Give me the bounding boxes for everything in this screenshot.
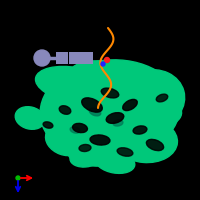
Ellipse shape: [35, 66, 115, 104]
Ellipse shape: [113, 117, 177, 163]
Circle shape: [101, 62, 105, 66]
Ellipse shape: [43, 122, 53, 128]
Ellipse shape: [90, 135, 110, 145]
Circle shape: [16, 176, 20, 180]
Ellipse shape: [70, 149, 100, 167]
Ellipse shape: [40, 60, 180, 160]
Ellipse shape: [89, 108, 101, 116]
Ellipse shape: [146, 139, 164, 151]
Ellipse shape: [68, 130, 142, 166]
Ellipse shape: [70, 127, 80, 133]
Ellipse shape: [106, 113, 124, 123]
FancyBboxPatch shape: [80, 51, 92, 64]
Circle shape: [104, 58, 110, 62]
Ellipse shape: [79, 144, 91, 152]
Ellipse shape: [117, 148, 133, 156]
Ellipse shape: [46, 124, 84, 156]
Ellipse shape: [95, 151, 135, 173]
Ellipse shape: [123, 99, 137, 111]
FancyBboxPatch shape: [56, 51, 68, 64]
FancyBboxPatch shape: [68, 51, 80, 64]
Ellipse shape: [154, 104, 182, 126]
Ellipse shape: [101, 88, 119, 98]
Ellipse shape: [73, 123, 87, 133]
Ellipse shape: [59, 106, 71, 114]
Ellipse shape: [113, 120, 123, 126]
Ellipse shape: [156, 94, 168, 102]
Ellipse shape: [70, 61, 130, 89]
Ellipse shape: [82, 98, 102, 112]
Ellipse shape: [115, 70, 185, 130]
Ellipse shape: [133, 126, 147, 134]
Circle shape: [34, 50, 50, 66]
Ellipse shape: [15, 107, 45, 129]
